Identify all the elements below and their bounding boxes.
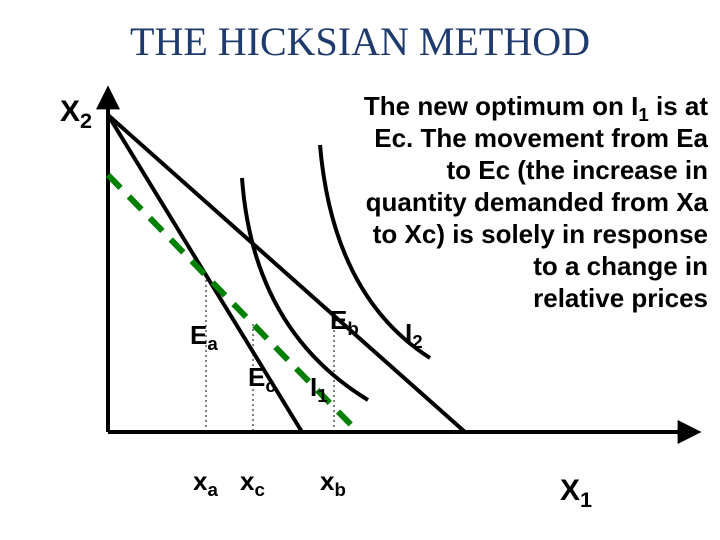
curve-label-i1: I1: [310, 372, 328, 403]
explanation-text: The new optimum on I1 is at Ec. The move…: [353, 90, 708, 314]
x-mark-xc: xc: [240, 466, 265, 497]
x-mark-xb: xb: [320, 466, 346, 497]
y-axis-label: X2: [60, 95, 92, 129]
x-axis-label: X1: [560, 474, 592, 508]
curve-label-i2: I2: [405, 318, 423, 349]
x-mark-xa: xa: [193, 466, 218, 497]
point-label-ec: Ec: [248, 362, 276, 393]
page-root: THE HICKSIAN METHOD X2 X1 Ea Eb Ec I1 I2…: [0, 0, 720, 540]
point-label-ea: Ea: [190, 320, 218, 351]
